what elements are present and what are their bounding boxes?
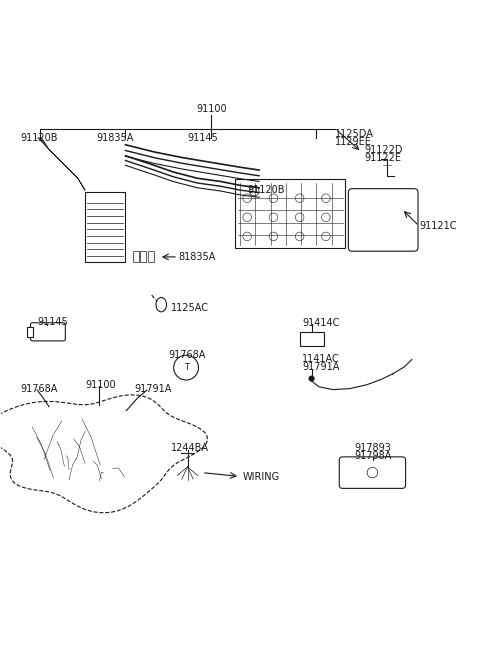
Text: 91791A: 91791A [302,362,339,372]
FancyBboxPatch shape [348,189,418,251]
Text: 91100: 91100 [196,104,227,114]
FancyBboxPatch shape [300,332,324,346]
Text: 1129EE: 1129EE [336,137,372,147]
Text: 1125DA: 1125DA [336,129,374,139]
Text: 917893: 917893 [355,443,391,453]
Text: 91145: 91145 [37,317,68,327]
FancyBboxPatch shape [27,327,33,336]
Text: 91145: 91145 [188,133,218,143]
Text: 91100: 91100 [85,380,116,390]
FancyBboxPatch shape [85,193,125,261]
Text: 91768A: 91768A [168,350,206,360]
Text: 1125AC: 1125AC [171,303,209,313]
FancyBboxPatch shape [235,179,345,248]
Text: 91122E: 91122E [364,153,401,163]
FancyBboxPatch shape [140,251,146,261]
Text: 91768A: 91768A [21,384,58,394]
FancyBboxPatch shape [235,184,247,196]
Text: 91120B: 91120B [247,185,285,195]
Text: 91791A: 91791A [134,384,171,394]
Text: 81835A: 81835A [178,252,216,262]
Text: 91798A: 91798A [355,451,392,461]
Text: 91414C: 91414C [302,318,339,328]
Text: T: T [183,363,189,372]
Text: 91122D: 91122D [364,145,403,155]
Text: WIRING: WIRING [242,472,279,482]
FancyBboxPatch shape [31,323,65,341]
FancyBboxPatch shape [339,457,406,488]
Text: 91120B: 91120B [21,133,58,143]
Circle shape [309,376,314,381]
Text: 1141AC: 1141AC [302,354,340,364]
FancyBboxPatch shape [132,251,139,261]
Text: 91121C: 91121C [419,221,456,231]
Text: 1244BA: 1244BA [171,443,209,453]
Text: 91835A: 91835A [97,133,134,143]
FancyBboxPatch shape [148,251,154,261]
